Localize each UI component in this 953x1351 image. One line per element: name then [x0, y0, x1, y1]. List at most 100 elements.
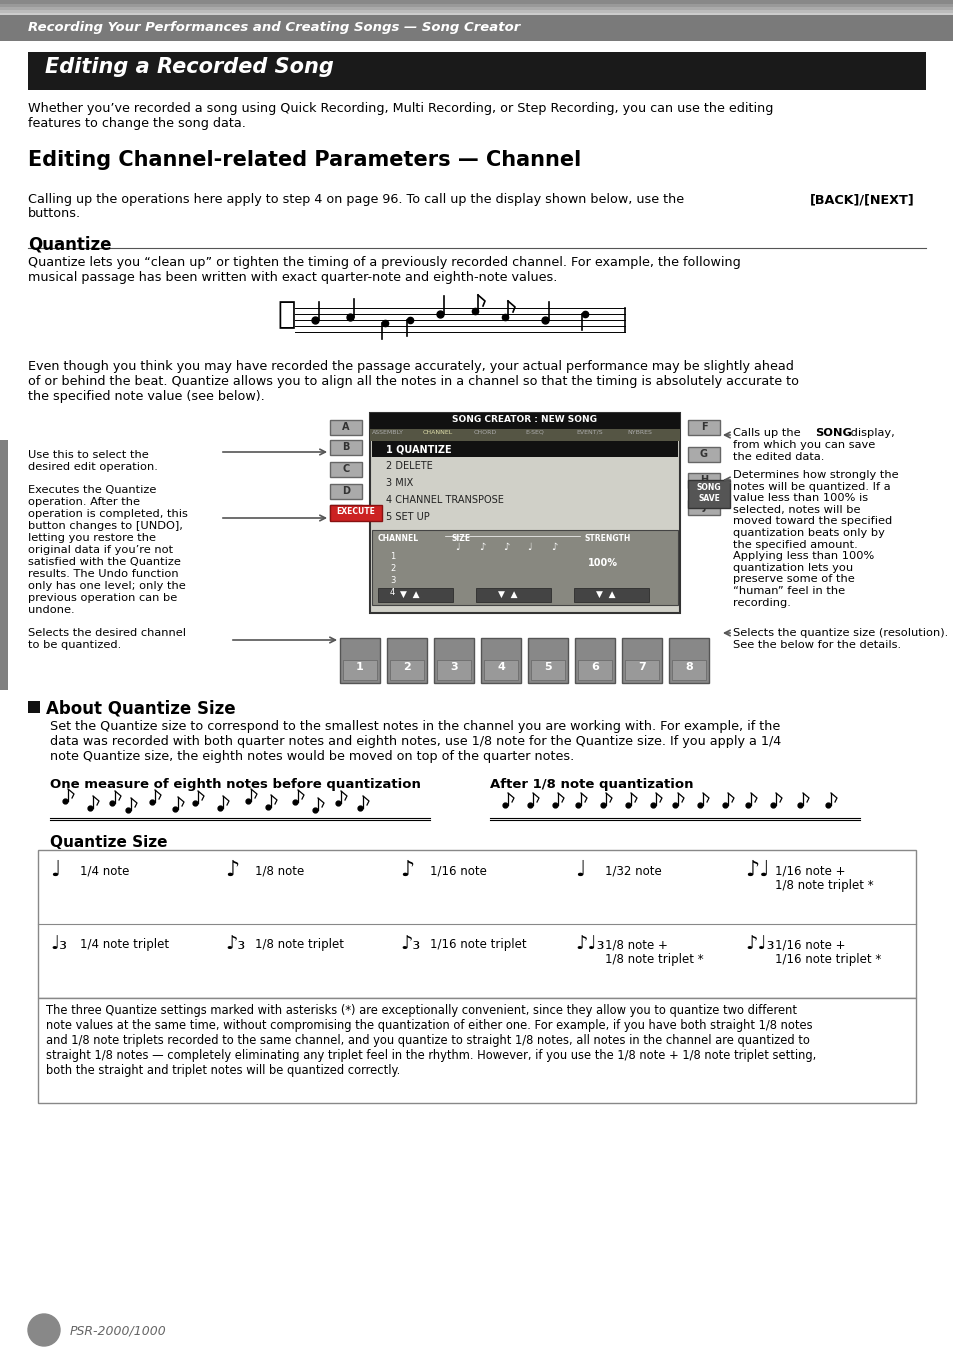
Text: 1/8 note +
1/8 note triplet *: 1/8 note + 1/8 note triplet * — [604, 938, 703, 966]
Bar — [0, 440, 8, 690]
Text: Calls up the: Calls up the — [732, 428, 803, 438]
Bar — [38, 998, 915, 1102]
Bar — [668, 638, 708, 684]
Text: 3: 3 — [390, 576, 395, 585]
Text: 1/16 note +
1/8 note triplet *: 1/16 note + 1/8 note triplet * — [774, 865, 873, 892]
Text: 1/8 note: 1/8 note — [254, 865, 304, 877]
Text: Executes the Quantize: Executes the Quantize — [28, 485, 156, 494]
Bar — [476, 588, 551, 603]
Text: NYBRES: NYBRES — [626, 430, 651, 435]
Bar — [0, 9, 953, 14]
Text: D: D — [341, 486, 350, 496]
Bar — [372, 530, 678, 605]
Bar — [483, 661, 517, 680]
Text: ♪₃: ♪₃ — [225, 934, 245, 952]
Bar — [372, 509, 678, 526]
Text: display,: display, — [846, 428, 894, 438]
Text: letting you restore the: letting you restore the — [28, 534, 156, 543]
Text: the edited data.: the edited data. — [732, 453, 823, 462]
Bar — [387, 638, 427, 684]
Text: ♩: ♩ — [50, 861, 60, 880]
Circle shape — [28, 1315, 60, 1346]
Text: ♪: ♪ — [225, 861, 239, 880]
Text: original data if you’re not: original data if you’re not — [28, 544, 172, 555]
Bar — [370, 413, 679, 613]
Text: Set the Quantize size to correspond to the smallest notes in the channel you are: Set the Quantize size to correspond to t… — [50, 720, 781, 763]
Bar — [531, 661, 564, 680]
Bar — [330, 484, 361, 499]
Text: About Quantize Size: About Quantize Size — [46, 700, 235, 717]
Text: 4: 4 — [497, 662, 504, 671]
Text: 1/16 note: 1/16 note — [430, 865, 486, 877]
Bar — [687, 473, 720, 488]
Text: ♪: ♪ — [478, 542, 485, 553]
Text: ASSEMBLY: ASSEMBLY — [372, 430, 403, 435]
Text: previous operation can be: previous operation can be — [28, 593, 177, 603]
Text: ♪: ♪ — [399, 861, 414, 880]
Text: only has one level; only the: only has one level; only the — [28, 581, 186, 590]
Bar — [339, 638, 379, 684]
Text: PSR-2000/1000: PSR-2000/1000 — [70, 1324, 167, 1337]
Text: 1/16 note +
1/16 note triplet *: 1/16 note + 1/16 note triplet * — [774, 938, 881, 966]
Text: SONG: SONG — [696, 484, 720, 492]
Text: 2: 2 — [403, 662, 411, 671]
Text: Whether you’ve recorded a song using Quick Recording, Multi Recording, or Step R: Whether you’ve recorded a song using Qui… — [28, 101, 773, 130]
Text: button changes to [UNDO],: button changes to [UNDO], — [28, 521, 183, 531]
Text: buttons.: buttons. — [28, 207, 81, 220]
Bar — [687, 420, 720, 435]
Text: 1: 1 — [355, 662, 363, 671]
Bar — [372, 440, 678, 457]
Bar — [687, 500, 720, 515]
Text: Calling up the operations here apply to step 4 on page 96. To call up the displa: Calling up the operations here apply to … — [28, 193, 687, 205]
Bar — [0, 0, 953, 4]
Text: ♩: ♩ — [575, 861, 585, 880]
Text: 𝄞: 𝄞 — [276, 300, 294, 330]
Text: 100%: 100% — [587, 558, 618, 567]
Bar — [330, 505, 361, 520]
Bar — [0, 4, 953, 7]
Bar — [0, 15, 953, 41]
Text: ♩: ♩ — [526, 542, 531, 553]
Text: Use this to select the
desired edit operation.: Use this to select the desired edit oper… — [28, 450, 157, 471]
Text: undone.: undone. — [28, 605, 74, 615]
Bar — [480, 638, 520, 684]
Bar — [370, 413, 679, 430]
Text: 2: 2 — [390, 563, 395, 573]
Text: CHANNEL: CHANNEL — [377, 534, 418, 543]
Bar — [330, 440, 361, 455]
Text: ♩: ♩ — [455, 542, 459, 553]
Bar — [330, 462, 361, 477]
Text: SAVE: SAVE — [698, 494, 720, 503]
Text: CHANNEL: CHANNEL — [422, 430, 453, 435]
Text: ▼  ▲: ▼ ▲ — [399, 590, 419, 598]
Text: 1/16 note triplet: 1/16 note triplet — [430, 938, 526, 951]
Text: ♪♩: ♪♩ — [744, 861, 769, 880]
Bar — [28, 51, 925, 91]
Text: 1 QUANTIZE: 1 QUANTIZE — [386, 444, 451, 454]
Text: One measure of eighth notes before quantization: One measure of eighth notes before quant… — [50, 778, 420, 790]
Bar — [330, 505, 381, 521]
Bar — [436, 661, 471, 680]
Text: The three Quantize settings marked with asterisks (*) are exceptionally convenie: The three Quantize settings marked with … — [46, 1004, 816, 1077]
Bar — [390, 661, 423, 680]
Text: ♪: ♪ — [551, 542, 557, 553]
Text: 1/4 note triplet: 1/4 note triplet — [80, 938, 169, 951]
Bar — [28, 701, 40, 713]
Bar — [575, 638, 615, 684]
Text: ♪₃: ♪₃ — [399, 934, 420, 952]
Text: Quantize Size: Quantize Size — [50, 835, 168, 850]
Bar — [372, 458, 678, 474]
Text: Editing a Recorded Song: Editing a Recorded Song — [45, 57, 334, 77]
Text: 4 CHANNEL TRANSPOSE: 4 CHANNEL TRANSPOSE — [386, 494, 503, 505]
Text: ▼  ▲: ▼ ▲ — [596, 590, 615, 598]
Bar — [574, 588, 648, 603]
Bar — [377, 588, 453, 603]
Bar — [527, 638, 567, 684]
Bar — [578, 661, 612, 680]
Bar — [687, 480, 729, 508]
Text: 1/8 note triplet: 1/8 note triplet — [254, 938, 344, 951]
Text: 102: 102 — [30, 1324, 57, 1337]
Text: E-SEQ: E-SEQ — [524, 430, 543, 435]
Text: Selects the quantize size (resolution).
See the below for the details.: Selects the quantize size (resolution). … — [732, 628, 947, 650]
Text: EXECUTE: EXECUTE — [336, 507, 375, 516]
